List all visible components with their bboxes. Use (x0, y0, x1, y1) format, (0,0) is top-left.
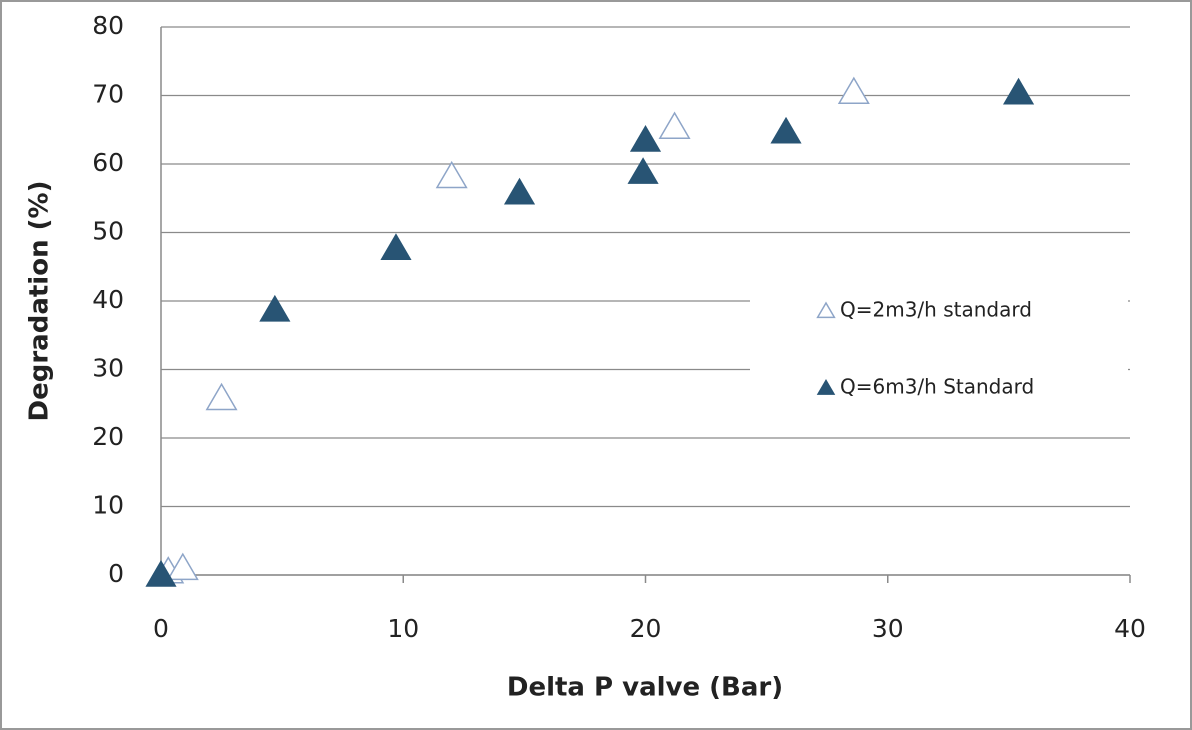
legend-label: Q=6m3/h Standard (840, 375, 1034, 399)
y-tick-label: 20 (92, 422, 124, 451)
y-tick-label: 50 (92, 217, 124, 246)
data-point (837, 76, 870, 105)
legend-marker (816, 379, 836, 395)
y-tick-label: 10 (92, 491, 124, 520)
data-point (435, 160, 468, 189)
y-tick-label: 60 (92, 148, 124, 177)
data-point (629, 125, 662, 152)
x-tick-label: 20 (630, 614, 662, 643)
data-point (166, 552, 199, 581)
data-point (205, 382, 238, 411)
data-point (380, 233, 412, 260)
y-tick-label: 40 (92, 285, 124, 314)
legend-label: Q=2m3/h standard (840, 298, 1032, 322)
x-axis-label: Delta P valve (Bar) (507, 673, 783, 703)
legend: Q=2m3/h standard Q=6m3/h Standard (750, 270, 1128, 400)
marks (145, 76, 1035, 587)
data-point (503, 177, 536, 205)
data-point (1002, 77, 1035, 105)
y-tick-label: 30 (92, 354, 124, 383)
y-tick-label: 70 (92, 80, 124, 109)
data-point (658, 111, 691, 139)
x-tick-label: 10 (387, 614, 419, 643)
y-tick-label: 80 (92, 11, 124, 40)
data-point (259, 294, 291, 322)
data-point (145, 560, 177, 587)
x-tick-label: 30 (872, 614, 904, 643)
x-tick-label: 40 (1114, 614, 1146, 643)
data-point (770, 116, 802, 144)
legend-marker (816, 301, 836, 319)
x-tick-label: 0 (153, 614, 169, 643)
data-point (627, 157, 659, 184)
legend-box (750, 270, 1128, 400)
y-tick-label: 0 (108, 559, 124, 588)
y-axis-label: Degradation (%) (25, 181, 55, 422)
